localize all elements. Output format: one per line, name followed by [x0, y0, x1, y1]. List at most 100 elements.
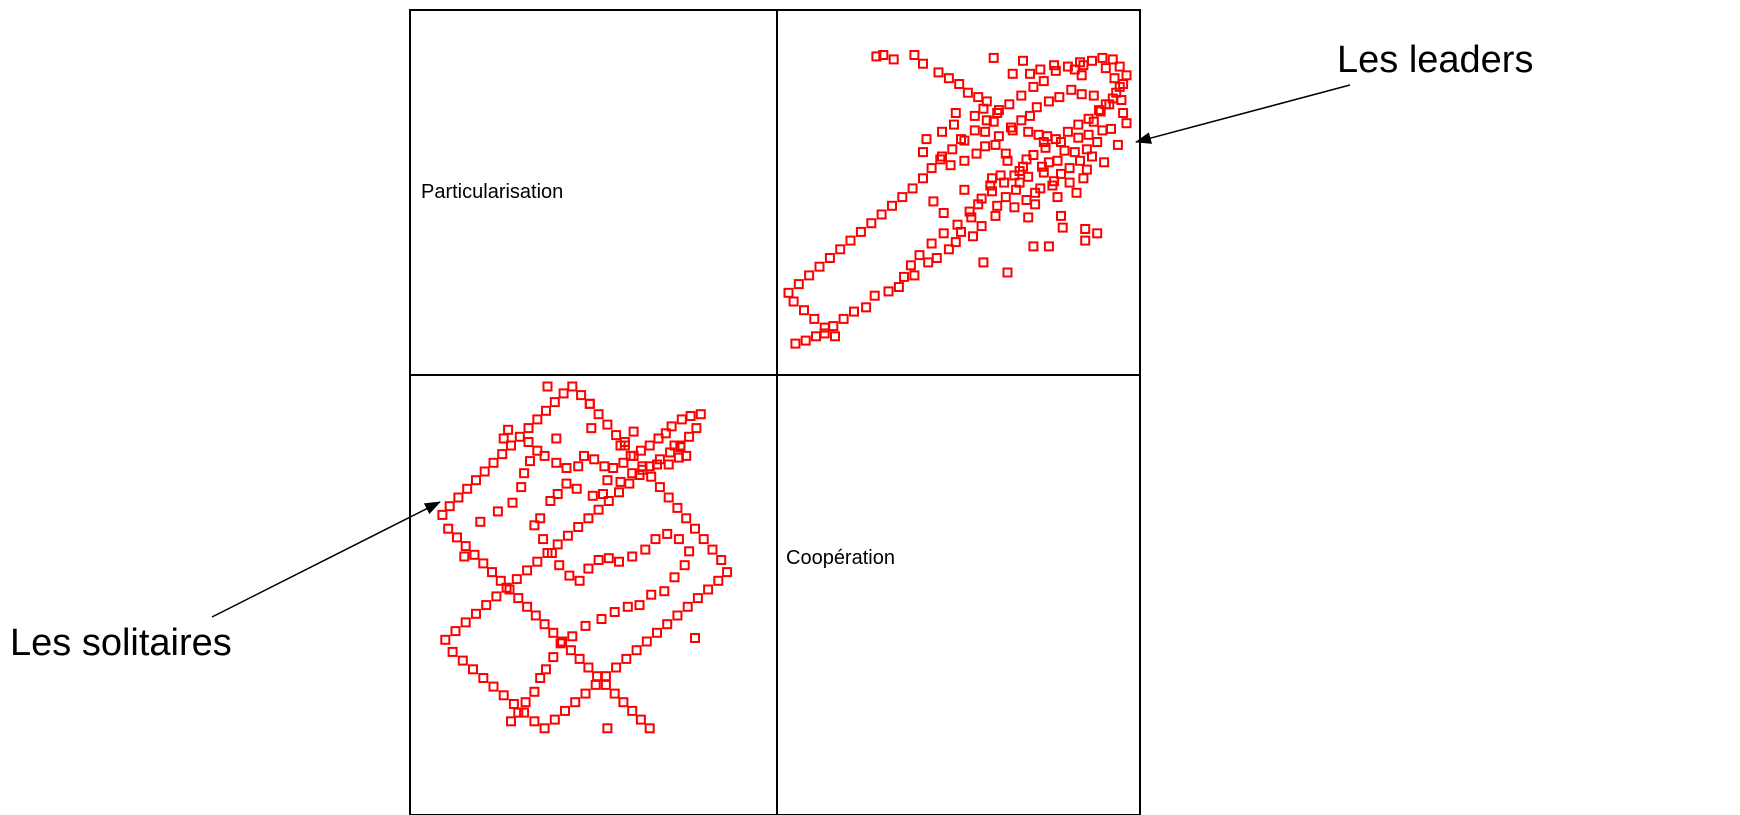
annotation-les-leaders: Les leaders — [1337, 39, 1533, 81]
scatter-point-1-178 — [460, 541, 471, 552]
scatter-point-0-29 — [1028, 241, 1039, 252]
scatter-point-1-70 — [532, 445, 543, 456]
scatter-point-1-135 — [652, 627, 662, 638]
scatter-point-1-36 — [614, 556, 624, 567]
scatter-point-0-67 — [1109, 73, 1120, 84]
scatter-point-0-140 — [899, 271, 909, 282]
scatter-point-1-84 — [660, 428, 671, 439]
scatter-point-0-167 — [1075, 57, 1085, 68]
scatter-point-1-194 — [600, 679, 611, 690]
scatter-point-0-37 — [1007, 125, 1018, 136]
scatter-point-1-43 — [679, 560, 690, 571]
scatter-point-0-177 — [959, 135, 970, 146]
scatter-point-1-83 — [653, 433, 664, 444]
scatter-point-1-152 — [637, 461, 648, 472]
scatter-point-0-89 — [950, 108, 961, 118]
scatter-point-0-175 — [981, 115, 992, 126]
scatter-point-0-176 — [969, 125, 980, 136]
scatter-point-1-158 — [584, 398, 595, 409]
scatter-point-1-34 — [593, 555, 604, 565]
scatter-point-1-66 — [507, 497, 518, 508]
scatter-point-1-76 — [589, 454, 600, 465]
scatter-point-1-47 — [634, 600, 645, 611]
scatter-point-0-164 — [1107, 54, 1118, 65]
frame-border — [409, 9, 1141, 815]
scatter-point-1-168 — [497, 449, 508, 460]
quadrant-frame — [409, 9, 1141, 815]
scatter-point-0-73 — [1035, 64, 1046, 75]
scatter-point-0-112 — [1106, 123, 1116, 134]
scatter-point-0-104 — [1043, 96, 1054, 107]
scatter-point-1-23 — [561, 478, 572, 489]
scatter-point-0-25 — [1080, 235, 1091, 246]
scatter-point-1-21 — [587, 490, 598, 501]
scatter-point-0-115 — [1075, 155, 1085, 166]
scatter-point-1-187 — [539, 619, 550, 630]
scatter-point-0-198 — [819, 322, 830, 333]
scatter-point-0-58 — [1052, 155, 1063, 166]
scatter-point-0-27 — [1002, 267, 1013, 278]
scatter-point-0-186 — [866, 218, 877, 229]
scatter-point-0-80 — [878, 50, 889, 60]
scatter-point-0-178 — [947, 144, 958, 155]
scatter-point-0-92 — [921, 134, 932, 145]
scatter-point-0-166 — [1087, 55, 1097, 66]
scatter-point-1-167 — [506, 440, 516, 451]
scatter-point-1-116 — [457, 655, 468, 666]
scatter-point-1-179 — [469, 549, 480, 560]
scatter-point-1-143 — [716, 555, 727, 565]
scatter-point-0-97 — [971, 148, 982, 159]
scatter-point-1-186 — [530, 610, 541, 621]
scatter-point-1-5 — [551, 433, 562, 444]
scatter-point-1-107 — [511, 574, 522, 585]
scatter-point-1-45 — [659, 586, 670, 597]
scatter-point-0-191 — [814, 261, 825, 272]
scatter-point-0-71 — [1076, 70, 1087, 81]
scatter-point-1-98 — [603, 496, 614, 506]
scatter-point-1-72 — [551, 457, 562, 468]
scatter-point-0-63 — [1095, 106, 1106, 117]
scatter-point-0-7 — [1087, 151, 1097, 162]
scatter-point-1-129 — [590, 679, 601, 690]
scatter-point-0-169 — [1050, 65, 1061, 76]
scatter-point-1-163 — [541, 405, 551, 416]
scatter-point-0-60 — [1073, 132, 1084, 143]
scatter-point-0-159 — [1104, 99, 1115, 110]
scatter-point-0-14 — [1064, 177, 1075, 188]
scatter-point-1-131 — [611, 662, 622, 673]
scatter-point-0-10 — [1097, 125, 1108, 136]
scatter-point-0-21 — [1056, 210, 1066, 221]
scatter-point-0-28 — [978, 257, 989, 268]
scatter-point-0-54 — [985, 180, 996, 191]
scatter-point-0-110 — [1118, 108, 1129, 118]
scatter-point-1-71 — [539, 450, 550, 461]
scatter-point-0-8 — [1081, 164, 1092, 175]
scatter-point-1-156 — [602, 419, 613, 430]
scatter-point-0-195 — [788, 296, 799, 307]
scatter-point-1-150 — [654, 482, 665, 493]
scatter-point-1-118 — [478, 673, 489, 683]
scatter-point-1-58 — [520, 697, 531, 708]
scatter-point-0-108 — [1088, 90, 1099, 101]
scatter-point-1-146 — [690, 523, 700, 534]
scatter-point-1-159 — [576, 390, 587, 401]
scatter-point-1-122 — [519, 707, 530, 718]
scatter-point-0-82 — [933, 67, 944, 78]
scatter-point-1-102 — [562, 530, 573, 541]
scatter-point-1-87 — [685, 411, 696, 421]
scatter-point-1-44 — [669, 572, 680, 583]
scatter-point-0-75 — [1018, 55, 1028, 66]
scatter-point-0-61 — [1083, 129, 1094, 140]
scatter-point-1-30 — [554, 560, 565, 571]
scatter-point-0-117 — [1049, 176, 1060, 187]
scatter-point-1-55 — [541, 664, 551, 675]
scatter-point-0-182 — [907, 183, 918, 194]
scatter-point-0-139 — [790, 338, 801, 349]
scatter-point-1-78 — [608, 463, 619, 473]
scatter-point-1-141 — [713, 575, 724, 586]
scatter-point-0-147 — [976, 193, 987, 204]
scatter-point-1-99 — [593, 504, 604, 515]
scatter-point-0-76 — [988, 52, 999, 63]
scatter-point-1-27 — [529, 520, 540, 531]
